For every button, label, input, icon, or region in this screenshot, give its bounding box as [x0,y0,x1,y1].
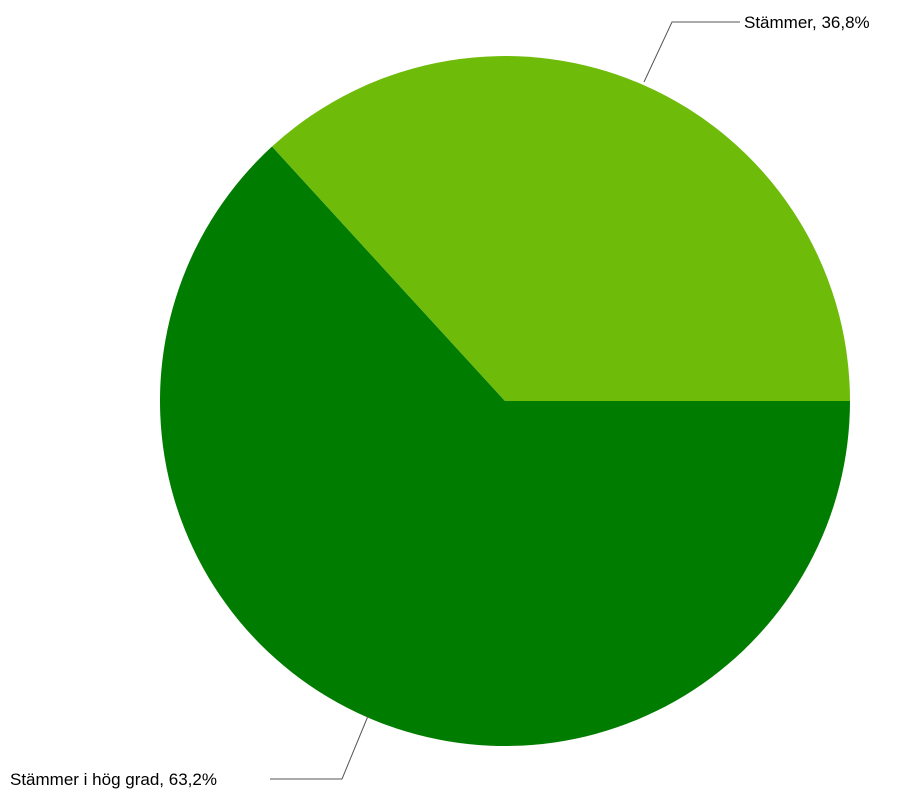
pie-slice-stammer [272,56,850,402]
leader-line-stammer [643,21,740,83]
pie-slice-stammer-i-hog-grad [159,146,850,747]
slice-labels: Stämmer i hög grad, 63,2% Stämmer, 36,8% [10,13,870,789]
leader-line-stammer-i-hog-grad [270,715,369,780]
slice-label-stammer: Stämmer, 36,8% [744,13,870,32]
pie-slices [159,56,850,747]
leader-lines [270,21,740,780]
slice-label-stammer-i-hog-grad: Stämmer i hög grad, 63,2% [10,770,217,789]
